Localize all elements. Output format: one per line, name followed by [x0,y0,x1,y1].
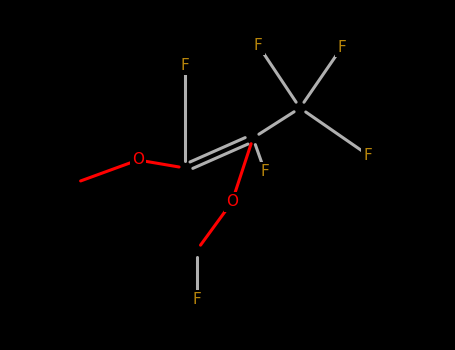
Text: O: O [226,195,238,210]
Text: F: F [192,293,202,308]
Text: O: O [132,153,144,168]
Text: F: F [338,40,346,55]
Text: F: F [261,164,269,180]
Text: F: F [364,147,372,162]
Text: F: F [181,57,189,72]
Text: F: F [253,37,263,52]
